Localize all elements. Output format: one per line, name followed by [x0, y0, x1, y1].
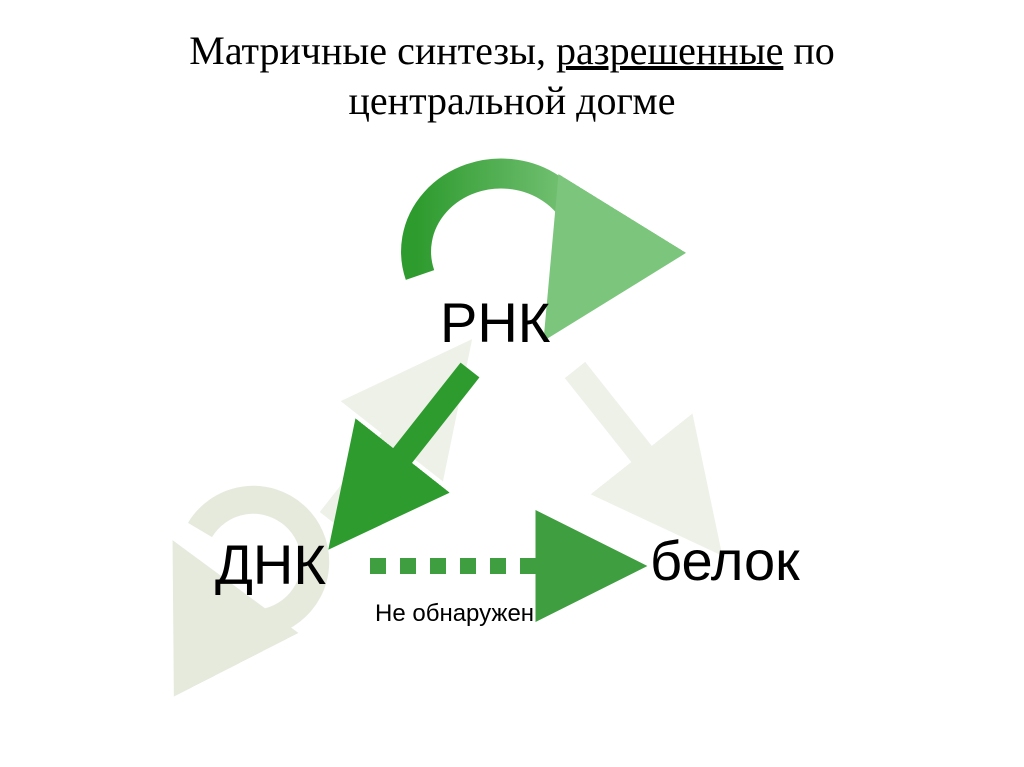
node-dna: ДНК [215, 532, 326, 597]
caption-not-found: Не обнаружен [375, 600, 534, 628]
caption-not-found-text: Не обнаружен [375, 600, 534, 627]
arrow-rna-to-protein [575, 370, 690, 515]
node-protein-label: белок [650, 529, 800, 592]
arrow-rna-to-dna [358, 370, 470, 512]
node-dna-label: ДНК [215, 533, 326, 596]
arrow-rna-self [416, 174, 586, 290]
node-rna-label: РНК [440, 291, 550, 354]
diagram-canvas [0, 0, 1024, 767]
node-protein: белок [650, 528, 800, 593]
arrow-dna-to-rna [330, 380, 440, 520]
node-rna: РНК [440, 290, 550, 355]
